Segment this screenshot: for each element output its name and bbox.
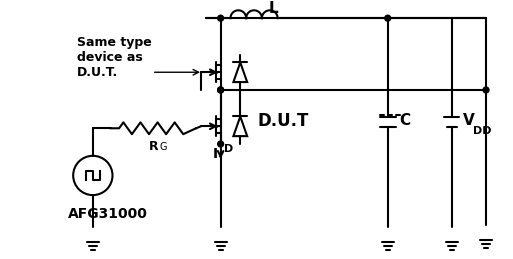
Text: D.U.T: D.U.T bbox=[258, 112, 309, 130]
Circle shape bbox=[218, 87, 224, 93]
Text: L: L bbox=[269, 1, 279, 16]
Text: C: C bbox=[400, 113, 410, 128]
Circle shape bbox=[218, 87, 224, 93]
Text: R: R bbox=[148, 140, 158, 153]
Text: AFG31000: AFG31000 bbox=[68, 207, 148, 221]
Text: Same type
device as
D.U.T.: Same type device as D.U.T. bbox=[77, 36, 152, 79]
Circle shape bbox=[385, 15, 391, 21]
Circle shape bbox=[218, 15, 224, 21]
Text: DD: DD bbox=[473, 126, 492, 136]
Text: D: D bbox=[224, 144, 233, 154]
Circle shape bbox=[218, 141, 224, 147]
Text: V: V bbox=[463, 113, 475, 128]
Text: I: I bbox=[212, 147, 218, 161]
Circle shape bbox=[483, 87, 489, 93]
Text: G: G bbox=[159, 142, 167, 152]
